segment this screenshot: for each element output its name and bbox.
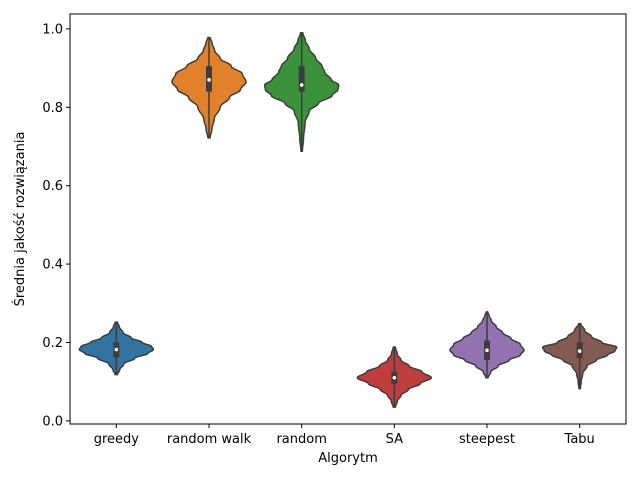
x-tick-label: random: [276, 432, 326, 447]
violin-iqr-box: [298, 66, 305, 92]
y-tick-label: 0.6: [42, 179, 63, 194]
violins-group: [78, 32, 618, 408]
x-tick-label: random walk: [167, 432, 252, 447]
violin-median-dot: [207, 78, 211, 82]
plot-frame: [69, 13, 627, 425]
violin-median-dot: [114, 347, 119, 352]
y-tick-label: 0.4: [42, 258, 63, 273]
x-tick-label: greedy: [94, 432, 140, 447]
x-axis-title: Algorytm: [318, 451, 378, 466]
violin-tabu: [541, 322, 618, 390]
y-axis: 0.0 0.2 0.4 0.6 0.8 1.0: [42, 22, 70, 429]
violin-median-dot: [299, 83, 304, 87]
y-tick-label: 0.8: [42, 101, 63, 116]
violin-sa: [356, 346, 433, 408]
y-tick-label: 0.2: [42, 336, 63, 351]
x-axis: greedy random walk random SA steepest Tabu: [94, 424, 595, 447]
x-tick-label: SA: [386, 432, 403, 447]
violin-random: [263, 32, 340, 152]
violin-median-dot: [392, 375, 397, 380]
violin-greedy: [78, 321, 155, 376]
violin-steepest: [449, 311, 525, 379]
x-tick-label: steepest: [459, 432, 515, 447]
violin-median-dot: [577, 349, 582, 353]
violin-random-walk: [171, 36, 247, 139]
y-tick-label: 1.0: [42, 22, 63, 37]
x-tick-label: Tabu: [564, 432, 595, 447]
axes-frame: [69, 13, 627, 425]
violin-median-dot: [485, 348, 489, 353]
y-tick-label: 0.0: [42, 414, 63, 429]
y-axis-title: Średnia jakość rozwiązania: [12, 132, 28, 307]
